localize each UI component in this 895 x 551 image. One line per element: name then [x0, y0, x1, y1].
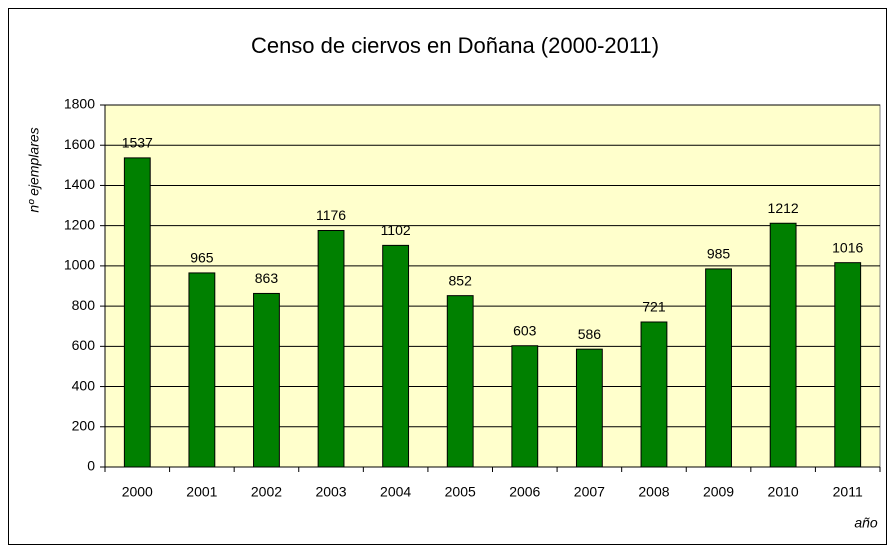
bar: [253, 292, 280, 468]
y-tick-label: 1600: [64, 136, 95, 152]
plot-area: [104, 104, 881, 468]
data-label: 985: [707, 246, 731, 262]
bar: [640, 321, 668, 468]
x-axis-label: año: [854, 515, 878, 531]
y-tick-label: 1200: [64, 216, 95, 232]
data-label: 1016: [832, 239, 863, 255]
x-tick-label: 2005: [445, 484, 476, 500]
y-tick-label: 200: [72, 417, 96, 433]
bar: [123, 157, 151, 468]
chart-title: Censo de ciervos en Doñana (2000-2011): [251, 33, 659, 58]
x-tick-label: 2011: [833, 484, 863, 500]
bar: [188, 272, 216, 468]
y-tick-label: 1400: [64, 176, 95, 192]
data-label: 1212: [768, 200, 799, 216]
bar: [834, 262, 862, 468]
bar: [511, 345, 539, 468]
bar: [705, 268, 732, 468]
x-tick-label: 2003: [315, 484, 346, 500]
y-tick-label: 1000: [64, 257, 95, 273]
x-tick-label: 2006: [509, 484, 540, 500]
data-label: 1176: [316, 207, 346, 223]
y-tick-label: 800: [72, 297, 96, 313]
x-tick-label: 2009: [703, 484, 734, 500]
y-tick-label: 600: [72, 337, 96, 353]
data-label: 1102: [381, 222, 411, 238]
bar: [575, 348, 603, 468]
data-label: 863: [255, 270, 279, 286]
x-tick-label: 2010: [768, 484, 799, 500]
data-label: 603: [513, 322, 537, 338]
x-tick-label: 2004: [380, 484, 411, 500]
bar: [769, 222, 797, 468]
y-axis-label: nº ejemplares: [26, 127, 42, 212]
data-label: 965: [190, 250, 214, 266]
data-label: 586: [578, 326, 602, 342]
data-label: 721: [642, 299, 666, 315]
x-tick-label: 2000: [122, 484, 153, 500]
x-tick-label: 2001: [186, 484, 217, 500]
y-tick-label: 0: [87, 458, 95, 474]
data-label: 852: [449, 272, 473, 288]
bar: [382, 244, 410, 468]
bar: [446, 295, 474, 468]
x-tick-label: 2002: [251, 484, 282, 500]
x-tick-label: 2007: [574, 484, 605, 500]
data-label: 1537: [122, 135, 153, 151]
y-tick-label: 400: [72, 377, 96, 393]
x-tick-label: 2008: [638, 484, 669, 500]
bar: [317, 229, 345, 468]
y-tick-label: 1800: [64, 96, 95, 112]
